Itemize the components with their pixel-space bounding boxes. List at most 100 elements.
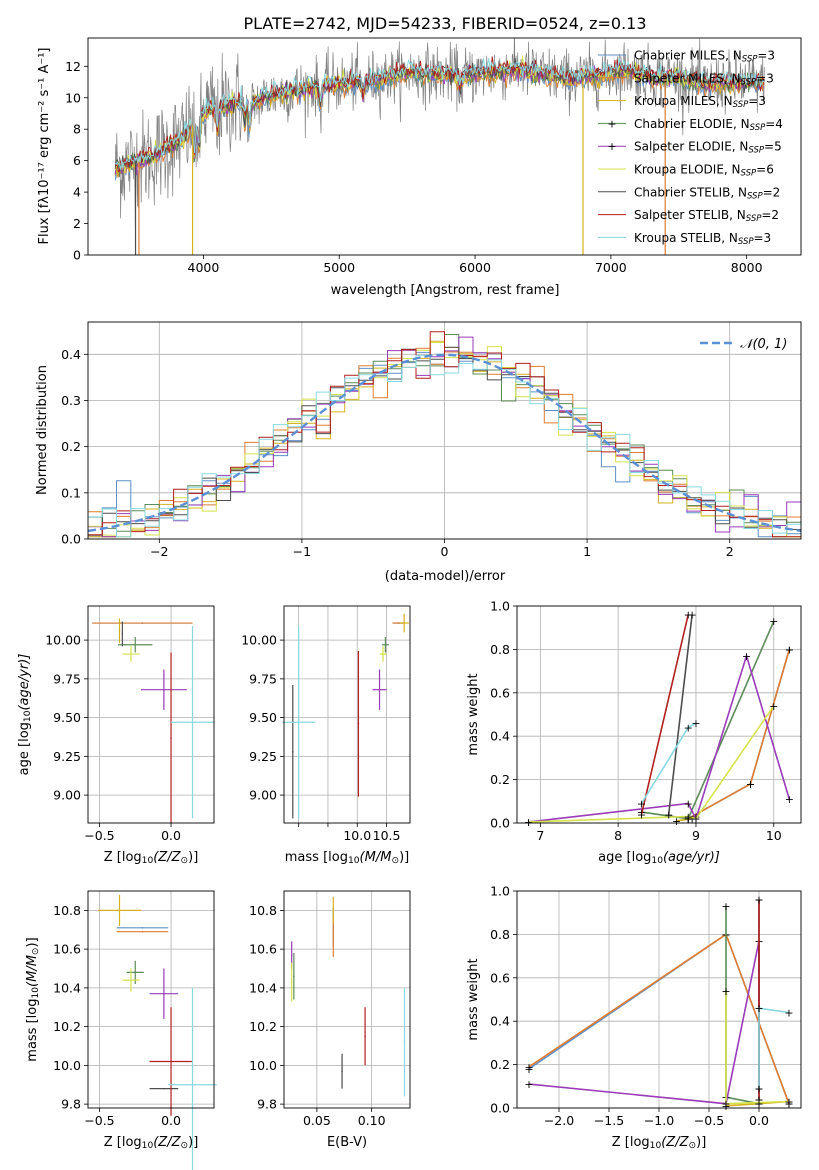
label-part: ⊙: [391, 856, 399, 866]
weight-marker: +: [691, 717, 700, 730]
weight-marker: +: [784, 1095, 793, 1108]
weight-marker: +: [524, 1078, 533, 1091]
x-tick-label: −2.0: [544, 1113, 574, 1128]
data-point: [170, 736, 172, 739]
weight-marker: +: [637, 797, 646, 810]
axes-frame: [283, 605, 411, 824]
x-tick-label: 4000: [188, 260, 220, 275]
x-tick-label: 0.10: [358, 1113, 386, 1128]
data-point: [403, 1041, 406, 1043]
legend-text: =3: [757, 49, 775, 63]
weight-marker: +: [684, 810, 693, 823]
label-part: age [log: [17, 722, 32, 775]
legend-entry: 𝒩(0, 1): [740, 337, 787, 352]
label-part: 10: [31, 987, 41, 999]
weight-line: [725, 990, 790, 1105]
weight-line: [758, 1007, 790, 1089]
residuals-y-axis-label: Normed distribution: [35, 365, 50, 495]
x-tick-label: 7: [536, 828, 544, 843]
histogram-series: [88, 355, 801, 538]
legend-entry: Chabrier MILES, NSSP=3: [634, 49, 775, 65]
legend-text: =3: [748, 94, 766, 108]
label-part: ⊙: [181, 856, 189, 866]
data-point: [141, 927, 144, 929]
x-tick-label: 0.0: [161, 1113, 181, 1128]
legend-sub: SSP: [750, 123, 766, 133]
panel-spectrum: PLATE=2742, MJD=54233, FIBERID=0524, z=0…: [37, 14, 802, 298]
data-point: [163, 992, 165, 995]
data-point: [118, 909, 121, 912]
weight-marker: +: [721, 1098, 730, 1111]
weight-marker: +: [754, 1098, 763, 1111]
weight-marker: +: [784, 1098, 793, 1111]
label-part: 10: [23, 710, 33, 722]
x-tick-label: 0.0: [749, 1113, 769, 1128]
legend-sub: SSP: [741, 169, 757, 179]
data-point: [382, 653, 384, 655]
label-part: Z [log: [612, 1135, 650, 1150]
legend-entry: Kroupa STELIB, NSSP=3: [634, 231, 771, 247]
y-tick-label: 0.2: [490, 772, 510, 787]
x-tick-label: −0.5: [84, 1113, 114, 1128]
legend-sub: SSP: [738, 237, 754, 247]
x-tick-label: −0.5: [694, 1113, 724, 1128]
y-tick-label: 0.6: [490, 685, 510, 700]
x-tick-label: 5000: [323, 260, 355, 275]
label-part: ⊙: [689, 1141, 697, 1151]
weight-line: [667, 614, 693, 815]
x-axis-label: Z [log10(Z/Z⊙)]: [612, 1135, 707, 1151]
y-tick-label: 10.8: [249, 903, 277, 918]
data-point: [191, 721, 194, 724]
y-tick-label: 9.50: [53, 710, 81, 725]
axes-frame: [87, 890, 215, 1109]
y-tick-label: 9.8: [257, 1097, 277, 1112]
y-tick-label: 0.3: [61, 393, 81, 408]
y-tick-label: 10.6: [53, 942, 81, 957]
legend-sub: SSP: [733, 100, 749, 110]
x-tick-label: −1.0: [644, 1113, 674, 1128]
data-point: [170, 1060, 172, 1063]
panel-mass-vs-extinction: 0.05 0.10 9.8 10.0 10.2 10.4 10.6 10.8 E(B-V): [249, 890, 411, 1150]
data-point: [121, 633, 124, 635]
spectrum-plot-area: 4000 5000 6000 7000 8000 0 2 4 6 8 10 12 Chabrier MI…: [65, 37, 802, 275]
weight-marker: +: [687, 813, 696, 826]
label-part: )]: [399, 850, 409, 865]
y-tick-label: 9.25: [249, 749, 277, 764]
x-tick-label: 8: [614, 828, 622, 843]
y-tick-label: 10.00: [241, 633, 277, 648]
y-tick-label: 9.50: [249, 710, 277, 725]
label-part: 10: [142, 856, 154, 866]
y-tick-label: 0.1: [61, 485, 81, 500]
y-tick-label: 4: [73, 185, 81, 200]
y-tick-label: 10.0: [249, 1058, 277, 1073]
legend-text: Kroupa ELODIE, N: [634, 163, 741, 177]
legend-text: =5: [764, 140, 782, 154]
label-part: (age/yr)]: [17, 654, 32, 711]
weight-line: [640, 614, 689, 815]
data-point: [364, 1035, 366, 1038]
label-part: )]: [696, 1135, 706, 1150]
data-point: [293, 975, 295, 978]
label-part: )]: [25, 937, 40, 947]
weight-marker: +: [769, 615, 778, 628]
weight-marker: +: [785, 643, 794, 656]
y-tick-label: 0.8: [490, 927, 510, 942]
x-tick-label: −2: [150, 544, 168, 559]
y-axis-label: mass weight: [466, 958, 481, 1040]
x-axis-label: Z [log10(Z/Z⊙)]: [104, 850, 199, 866]
panel-residuals: −2 −1 0 1 2 0.0 0.1 0.2 0.3 0.4 𝒩(0, 1) (data-mode…: [35, 321, 802, 584]
x-tick-label: 8000: [731, 260, 763, 275]
y-tick-label: 9.75: [53, 671, 81, 686]
y-tick-label: 2: [73, 216, 81, 231]
legend-text: Salpeter STELIB, N: [634, 208, 746, 222]
y-tick-label: 0.2: [490, 1057, 510, 1072]
legend-entry: Salpeter MILES, NSSP=3: [634, 71, 774, 87]
x-axis-label: E(B-V): [327, 1135, 367, 1150]
weight-marker: +: [637, 808, 646, 821]
weight-marker: +: [754, 894, 763, 907]
legend-entry: Kroupa MILES, NSSP=3: [634, 94, 766, 110]
label-part: (Z/Z: [153, 1135, 181, 1150]
data-point: [341, 1070, 343, 1072]
legend-text: Salpeter ELODIE, N: [634, 140, 748, 154]
y-tick-label: 10.4: [53, 980, 81, 995]
